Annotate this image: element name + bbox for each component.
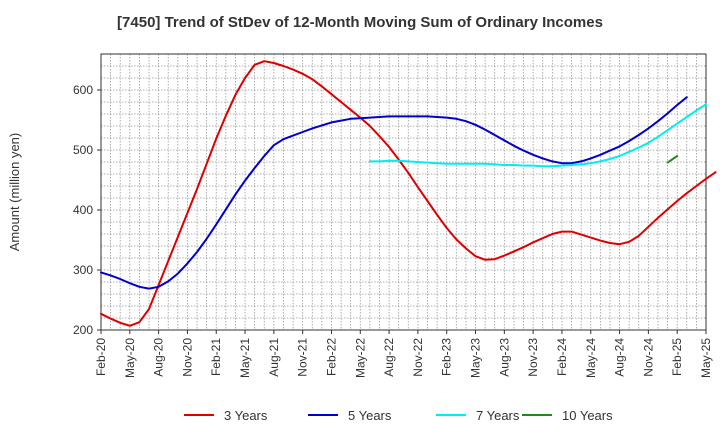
x-tick-label: May-23	[469, 338, 483, 378]
plot-background	[101, 54, 706, 330]
y-tick-label: 300	[73, 263, 93, 277]
x-tick-label: May-25	[699, 338, 713, 378]
x-tick-label: Feb-25	[670, 338, 684, 376]
x-tick-label: May-22	[353, 338, 367, 378]
x-tick-label: Aug-24	[613, 338, 627, 377]
series-line-5-years	[100, 96, 688, 290]
legend-label-5-years: 5 Years	[348, 408, 392, 423]
x-tick-label: Aug-22	[382, 338, 396, 377]
x-tick-label: Aug-23	[497, 338, 511, 377]
legend-label-10-years: 10 Years	[562, 408, 613, 423]
y-tick-label: 200	[73, 323, 93, 337]
x-tick-label: Aug-21	[267, 338, 281, 377]
x-tick-label: Feb-24	[555, 338, 569, 376]
x-tick-label: Nov-20	[180, 338, 194, 377]
x-tick-label: Feb-23	[440, 338, 454, 376]
x-tick-label: Feb-22	[324, 338, 338, 376]
x-tick-label: May-20	[123, 338, 137, 378]
series-line-10-years	[666, 155, 679, 164]
legend-label-7-years: 7 Years	[476, 408, 520, 423]
x-tick-label: Feb-20	[94, 338, 108, 376]
x-axis-ticks: Feb-20 May-20 Aug-20 Nov-20 Feb-21 May-21 Aug-…	[94, 330, 713, 378]
chart-title: [7450] Trend of StDev of 12-Month Moving…	[117, 14, 603, 31]
series-lines	[100, 60, 717, 327]
y-axis-ticks: 200 300 400 500 600	[73, 83, 101, 337]
y-tick-label: 400	[73, 203, 93, 217]
y-tick-label: 600	[73, 83, 93, 97]
x-tick-label: Nov-23	[526, 338, 540, 377]
x-tick-label: Nov-24	[641, 338, 655, 377]
series-line-7-years	[368, 103, 707, 168]
x-tick-label: May-21	[238, 338, 252, 378]
y-tick-label: 500	[73, 143, 93, 157]
legend-label-3-years: 3 Years	[224, 408, 268, 423]
x-tick-label: Nov-22	[411, 338, 425, 377]
x-tick-label: May-24	[584, 338, 598, 378]
y-axis-title: Amount (million yen)	[7, 133, 22, 252]
x-tick-label: Feb-21	[209, 338, 223, 376]
plot-frame	[100, 53, 707, 331]
x-tick-label: Nov-21	[296, 338, 310, 377]
legend: 3 Years 5 Years 7 Years 10 Years	[184, 408, 613, 423]
x-tick-label: Aug-20	[152, 338, 166, 377]
series-line-3-years	[100, 60, 717, 327]
